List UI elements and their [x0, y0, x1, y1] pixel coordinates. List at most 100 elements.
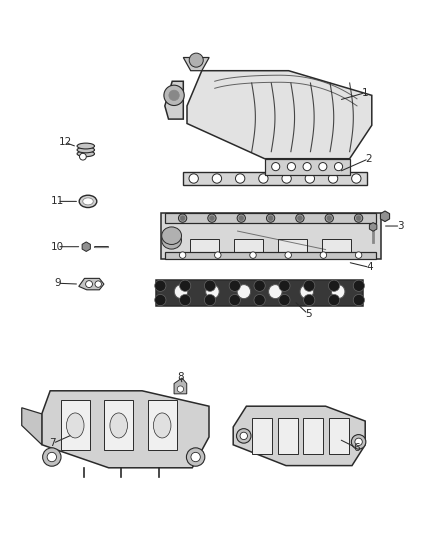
- Text: 10: 10: [51, 241, 64, 252]
- Ellipse shape: [79, 195, 97, 207]
- Circle shape: [325, 214, 334, 222]
- Bar: [190, 239, 219, 257]
- Circle shape: [267, 214, 275, 222]
- Circle shape: [287, 163, 296, 171]
- Ellipse shape: [300, 285, 313, 298]
- Ellipse shape: [110, 413, 128, 438]
- Circle shape: [180, 252, 186, 259]
- Circle shape: [191, 453, 200, 462]
- Text: 1: 1: [362, 88, 369, 98]
- Polygon shape: [82, 242, 90, 252]
- Text: 9: 9: [54, 278, 61, 288]
- Polygon shape: [304, 418, 323, 454]
- Polygon shape: [329, 418, 349, 454]
- Circle shape: [352, 434, 366, 449]
- Circle shape: [80, 154, 86, 160]
- Circle shape: [356, 252, 362, 259]
- Circle shape: [279, 280, 290, 292]
- Circle shape: [352, 174, 361, 183]
- Polygon shape: [22, 408, 42, 445]
- Circle shape: [47, 453, 56, 462]
- Circle shape: [237, 214, 246, 222]
- Ellipse shape: [206, 285, 219, 298]
- Circle shape: [189, 174, 198, 183]
- Circle shape: [334, 163, 343, 171]
- Circle shape: [189, 53, 203, 67]
- Ellipse shape: [331, 285, 345, 298]
- Circle shape: [155, 294, 166, 305]
- Polygon shape: [165, 252, 376, 259]
- Circle shape: [215, 252, 221, 259]
- Polygon shape: [165, 213, 376, 223]
- Circle shape: [355, 214, 363, 222]
- Circle shape: [229, 280, 240, 292]
- Circle shape: [86, 281, 92, 287]
- Circle shape: [95, 281, 101, 287]
- Circle shape: [164, 85, 184, 106]
- Circle shape: [279, 294, 290, 305]
- Circle shape: [268, 216, 273, 221]
- Circle shape: [282, 174, 291, 183]
- Circle shape: [235, 174, 245, 183]
- Polygon shape: [61, 400, 90, 450]
- Ellipse shape: [237, 285, 251, 298]
- Polygon shape: [183, 58, 209, 71]
- Circle shape: [296, 214, 304, 222]
- Bar: [279, 239, 307, 257]
- Circle shape: [240, 432, 247, 440]
- Circle shape: [209, 216, 214, 221]
- Ellipse shape: [77, 143, 95, 149]
- Circle shape: [250, 252, 256, 259]
- Text: 4: 4: [366, 262, 373, 272]
- Polygon shape: [104, 400, 133, 450]
- Polygon shape: [174, 378, 187, 394]
- Circle shape: [297, 216, 302, 221]
- Text: 11: 11: [51, 196, 64, 206]
- Circle shape: [254, 280, 265, 292]
- Circle shape: [303, 163, 311, 171]
- Circle shape: [155, 280, 166, 292]
- Circle shape: [304, 294, 315, 305]
- Polygon shape: [278, 418, 297, 454]
- Polygon shape: [42, 391, 209, 468]
- Circle shape: [328, 174, 338, 183]
- Ellipse shape: [162, 227, 182, 245]
- Polygon shape: [253, 418, 272, 454]
- Text: 3: 3: [397, 221, 404, 231]
- Polygon shape: [264, 159, 350, 174]
- Polygon shape: [187, 71, 372, 159]
- Text: 5: 5: [304, 309, 312, 319]
- Polygon shape: [381, 211, 389, 222]
- Circle shape: [239, 216, 244, 221]
- Ellipse shape: [83, 198, 93, 205]
- Bar: [183, 172, 367, 184]
- Circle shape: [356, 216, 361, 221]
- Circle shape: [353, 294, 364, 305]
- Circle shape: [180, 216, 185, 221]
- Text: 6: 6: [353, 443, 360, 453]
- Circle shape: [204, 280, 216, 292]
- Polygon shape: [233, 406, 365, 466]
- Circle shape: [180, 294, 191, 305]
- Ellipse shape: [174, 285, 188, 298]
- Ellipse shape: [268, 285, 282, 298]
- Circle shape: [328, 280, 340, 292]
- Circle shape: [187, 448, 205, 466]
- Circle shape: [179, 214, 187, 222]
- Circle shape: [320, 252, 326, 259]
- Polygon shape: [370, 223, 377, 231]
- Circle shape: [208, 214, 216, 222]
- Ellipse shape: [77, 151, 95, 157]
- Circle shape: [237, 429, 251, 443]
- Circle shape: [229, 294, 240, 305]
- Polygon shape: [161, 213, 381, 259]
- Ellipse shape: [77, 147, 95, 153]
- Circle shape: [355, 438, 362, 446]
- Polygon shape: [147, 400, 177, 450]
- Circle shape: [285, 252, 291, 259]
- Circle shape: [328, 294, 340, 305]
- Circle shape: [177, 386, 183, 392]
- Ellipse shape: [154, 413, 171, 438]
- Circle shape: [304, 280, 315, 292]
- Circle shape: [327, 216, 332, 221]
